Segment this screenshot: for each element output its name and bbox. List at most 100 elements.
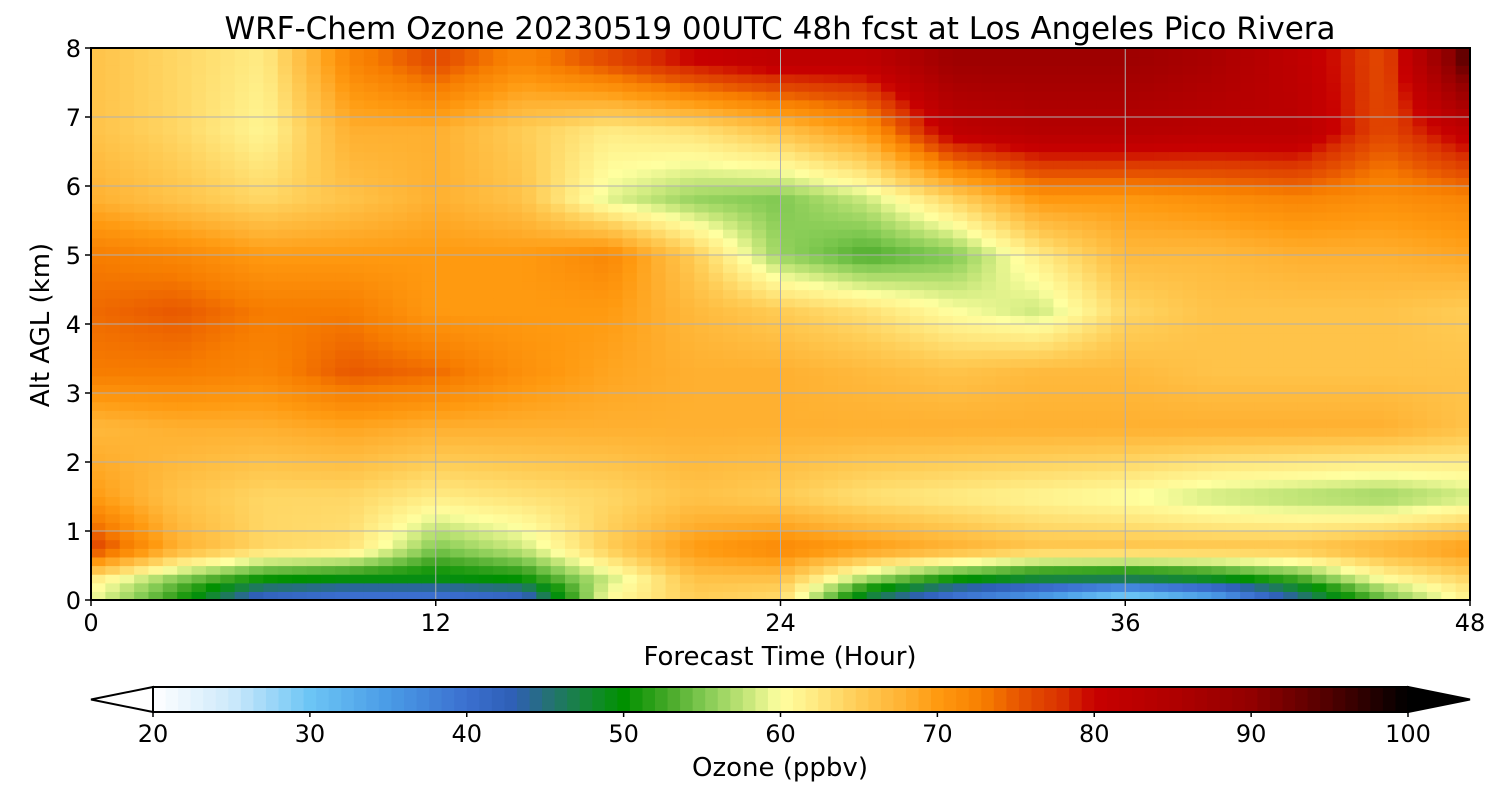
heatmap-cell: [1053, 505, 1069, 515]
heatmap-cell: [1369, 565, 1385, 575]
heatmap-cell: [780, 410, 796, 420]
heatmap-cell: [1024, 358, 1040, 368]
heatmap-cell: [249, 229, 264, 239]
heatmap-cell: [1039, 358, 1055, 368]
heatmap-cell: [292, 505, 308, 515]
heatmap-cell: [349, 462, 365, 472]
heatmap-cell: [320, 479, 336, 489]
heatmap-cell: [1455, 496, 1470, 506]
heatmap-cell: [162, 436, 178, 446]
heatmap-cell: [1240, 237, 1256, 247]
heatmap-cell: [277, 462, 293, 472]
heatmap-cell: [507, 418, 523, 429]
heatmap-cell: [967, 349, 983, 360]
heatmap-cell: [507, 462, 523, 472]
heatmap-cell: [105, 453, 121, 463]
heatmap-cell: [837, 289, 853, 299]
heatmap-cell: [363, 453, 379, 463]
heatmap-cell: [823, 263, 839, 273]
heatmap-cell: [407, 237, 422, 247]
heatmap-cell: [1110, 453, 1126, 463]
heatmap-cell: [220, 556, 236, 567]
heatmap-cell: [967, 444, 983, 454]
heatmap-cell: [507, 177, 523, 187]
heatmap-cell: [493, 151, 509, 161]
heatmap-cell: [1254, 168, 1270, 178]
heatmap-cell: [1412, 418, 1428, 429]
heatmap-cell: [1254, 315, 1270, 325]
heatmap-cell: [809, 280, 825, 291]
heatmap-cell: [579, 453, 595, 463]
heatmap-cell: [1254, 384, 1270, 394]
heatmap-cell: [1412, 367, 1428, 377]
heatmap-cell: [1110, 341, 1126, 351]
heatmap-cell: [852, 418, 868, 429]
heatmap-cell: [378, 220, 394, 230]
heatmap-cell: [105, 177, 121, 187]
heatmap-cell: [1455, 358, 1470, 368]
heatmap-cell: [220, 384, 236, 394]
heatmap-cell: [1369, 237, 1385, 247]
heatmap-cell: [1082, 367, 1098, 377]
heatmap-cell: [766, 341, 782, 351]
heatmap-cell: [967, 272, 983, 282]
heatmap-cell: [909, 496, 925, 506]
heatmap-cell: [1110, 513, 1126, 523]
heatmap-cell: [766, 194, 782, 204]
heatmap-cell: [1168, 487, 1184, 498]
heatmap-cell: [521, 401, 537, 411]
heatmap-cell: [1182, 160, 1198, 170]
heatmap-cell: [1211, 591, 1227, 600]
heatmap-cell: [263, 306, 279, 316]
heatmap-cell: [723, 168, 738, 178]
heatmap-cell: [1053, 194, 1069, 204]
heatmap-cell: [1340, 444, 1356, 454]
heatmap-cell: [1211, 324, 1227, 334]
heatmap-cell: [507, 591, 523, 600]
heatmap-cell: [1010, 341, 1026, 351]
heatmap-cell: [91, 203, 106, 213]
heatmap-cell: [464, 453, 480, 463]
heatmap-cell: [263, 229, 279, 239]
heatmap-cell: [593, 280, 609, 291]
heatmap-cell: [837, 298, 853, 308]
heatmap-cell: [378, 306, 394, 316]
heatmap-cell: [191, 479, 207, 489]
heatmap-cell: [723, 229, 738, 239]
heatmap-cell: [679, 574, 695, 584]
heatmap-cell: [1383, 384, 1399, 394]
heatmap-cell: [665, 375, 681, 385]
heatmap-cell: [593, 591, 609, 600]
heatmap-cell: [866, 384, 882, 394]
heatmap-cell: [536, 582, 552, 592]
heatmap-cell: [694, 384, 710, 394]
heatmap-cell: [550, 522, 566, 532]
heatmap-cell: [737, 280, 753, 291]
heatmap-cell: [320, 280, 336, 291]
heatmap-cell: [392, 479, 408, 489]
heatmap-cell: [636, 436, 652, 446]
heatmap-cell: [177, 539, 193, 549]
heatmap-cell: [1211, 237, 1227, 247]
heatmap-cell: [1326, 168, 1342, 178]
heatmap-cell: [162, 168, 178, 178]
heatmap-cell: [1283, 453, 1299, 463]
heatmap-cell: [608, 384, 624, 394]
heatmap-cell: [119, 548, 135, 558]
heatmap-cell: [823, 539, 839, 549]
heatmap-cell: [1441, 349, 1457, 360]
heatmap-cell: [780, 263, 796, 273]
heatmap-cell: [1355, 289, 1371, 299]
heatmap-cell: [1412, 349, 1428, 360]
heatmap-cell: [1340, 556, 1356, 567]
heatmap-cell: [866, 255, 882, 265]
heatmap-cell: [1240, 582, 1256, 592]
heatmap-cell: [1326, 194, 1342, 204]
heatmap-cell: [1326, 229, 1342, 239]
heatmap-cell: [105, 384, 121, 394]
heatmap-cell: [277, 332, 293, 342]
heatmap-cell: [794, 263, 810, 273]
heatmap-cell: [608, 393, 624, 403]
heatmap-cell: [766, 306, 782, 316]
heatmap-cell: [134, 246, 150, 256]
